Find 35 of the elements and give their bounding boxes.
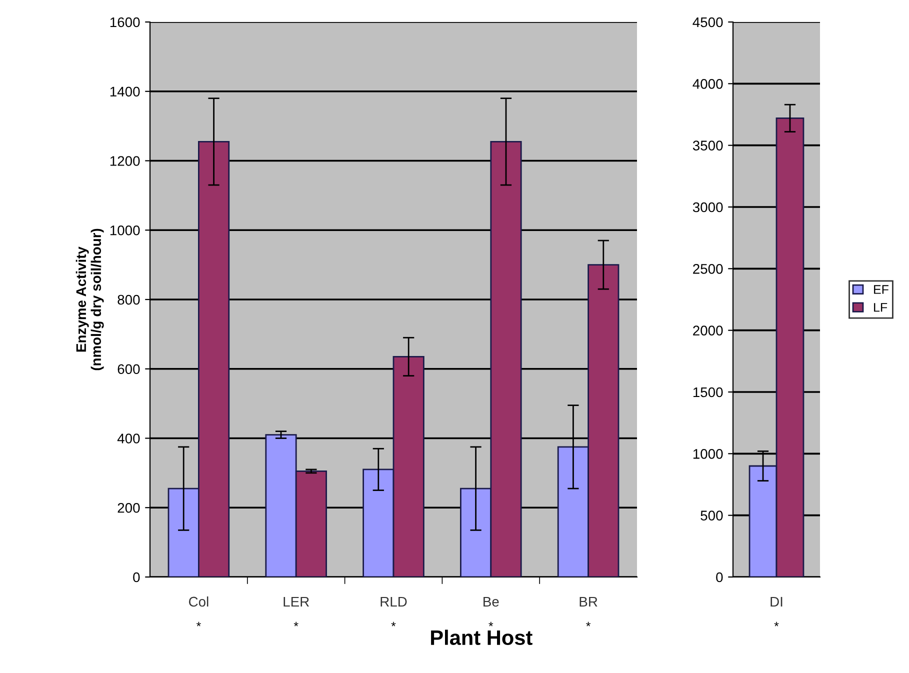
text: * [391, 622, 396, 626]
text: * [774, 622, 779, 626]
x-tick-label: Be [484, 596, 499, 607]
y-tick-label: 1500 [693, 387, 723, 398]
y-axis-title: Enzyme Activity (nmol/g dry soil/hour) [76, 228, 104, 370]
x-tick-label: RLD [380, 596, 407, 607]
text: * [196, 622, 201, 626]
text: * [586, 622, 591, 626]
y-tick-label: 4500 [692, 17, 723, 28]
y-tick-label: 1400 [110, 86, 140, 97]
y-tick-label: 0 [716, 572, 723, 582]
x-axis-title: Plant Host [431, 630, 532, 646]
legend-label: LF [874, 303, 888, 312]
y-tick-label: 1000 [110, 225, 140, 236]
x-tick-label: BR [580, 596, 598, 607]
y-tick-label: 200 [118, 502, 140, 513]
x-tick-label: LER [284, 596, 309, 607]
y-tick-label: 0 [133, 572, 140, 582]
y-tick-label: 400 [117, 434, 140, 444]
y-tick-label: 1200 [110, 156, 140, 166]
y-tick-label: 600 [118, 364, 140, 374]
y-tick-label: 3500 [692, 140, 723, 151]
y-tick-label: 800 [118, 294, 140, 305]
text: * [488, 622, 494, 626]
y-tick-label: 1000 [693, 449, 723, 459]
y-tick-label: 4000 [692, 79, 723, 89]
x-tick-label: Col [188, 596, 208, 607]
y-tick-label: 2000 [693, 326, 723, 336]
y-tick-label: 3000 [692, 202, 723, 212]
y-tick-label: 2500 [693, 264, 723, 274]
y-tick-label: 500 [700, 510, 723, 521]
legend-label: EF [874, 285, 888, 294]
text: * [294, 622, 298, 626]
x-tick-label: DI [770, 596, 782, 607]
y-tick-label: 1600 [110, 17, 140, 28]
